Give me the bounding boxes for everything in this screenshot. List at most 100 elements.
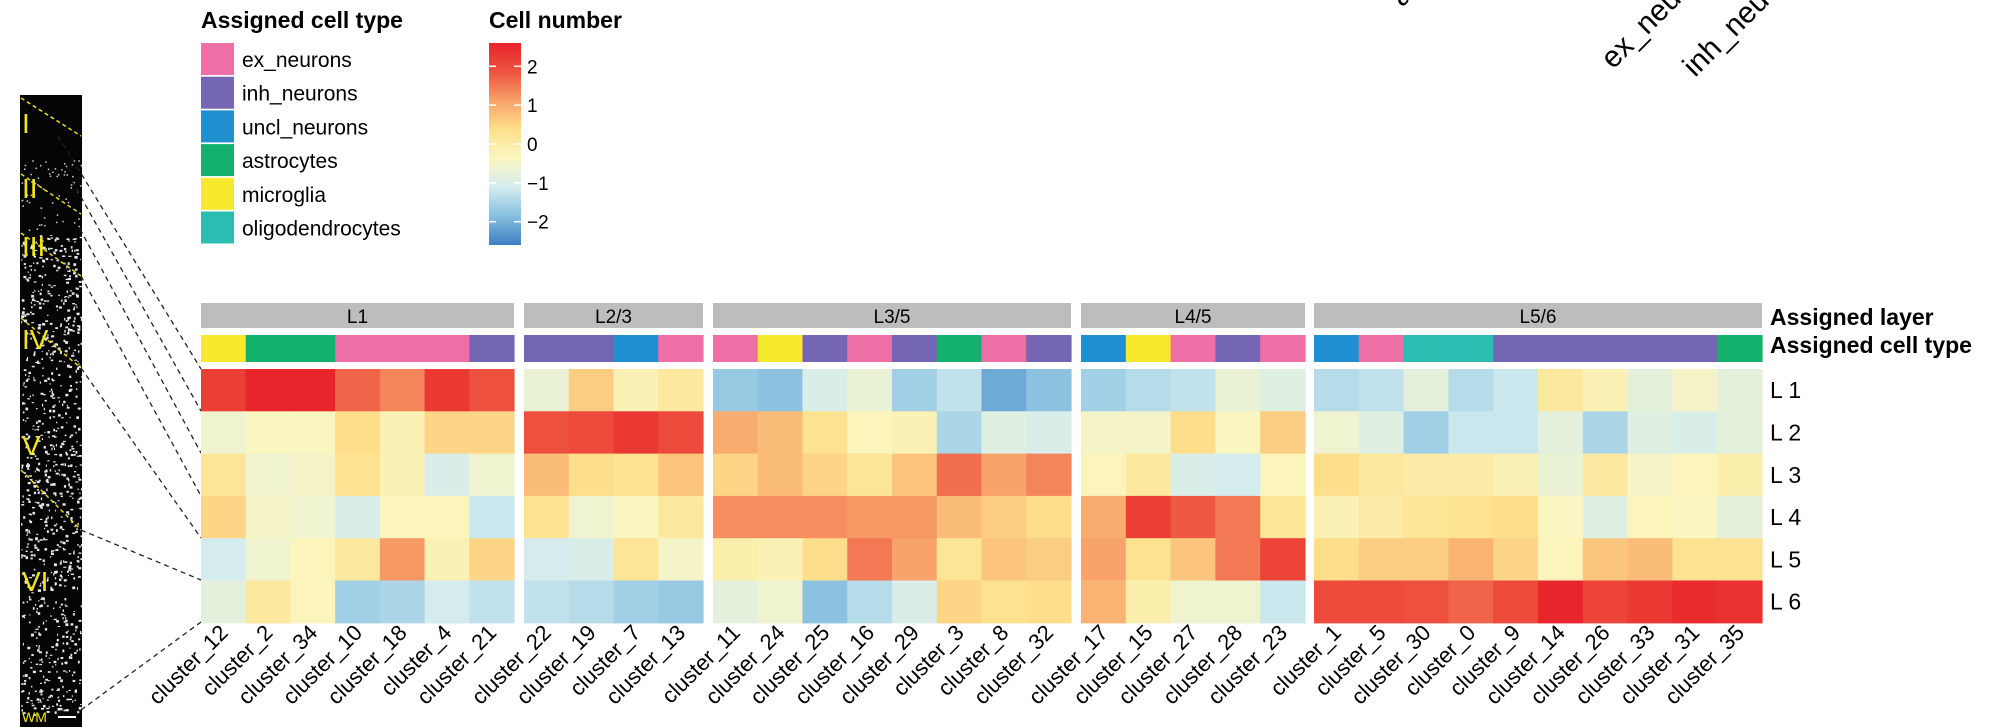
layer-strip-L4-5 (1081, 303, 1305, 328)
tissue-speck (77, 407, 81, 410)
tissue-speck (21, 556, 23, 559)
tissue-speck (63, 548, 66, 551)
tissue-speck (22, 661, 25, 664)
tissue-speck (57, 657, 59, 661)
tissue-speck (43, 407, 45, 411)
tissue-speck (50, 388, 53, 391)
tissue-speck (39, 585, 42, 587)
heat-cell (1358, 495, 1405, 539)
tissue-speck (51, 335, 55, 338)
tissue-speck (41, 351, 43, 353)
tissue-speck (60, 516, 63, 518)
tissue-speck (28, 537, 30, 541)
tissue-speck (29, 519, 31, 522)
tissue-speck (39, 539, 43, 541)
tissue-speck (73, 181, 75, 184)
tissue-speck (33, 484, 37, 488)
scale-tick-label: −1 (527, 174, 549, 195)
tissue-speck (78, 427, 81, 431)
tissue-speck (44, 548, 48, 551)
tissue-speck (31, 247, 34, 250)
layer-boundaries (20, 97, 82, 531)
tissue-speck (27, 543, 29, 546)
cell-type-annotation-cluster-22 (524, 335, 570, 362)
tissue-speck (49, 322, 53, 325)
tissue-speck (70, 636, 72, 639)
tissue-speck (41, 276, 44, 279)
tissue-speck (80, 630, 82, 634)
tissue-speck (28, 494, 31, 497)
tissue-speck (24, 674, 28, 677)
tissue-speck (77, 498, 80, 500)
tissue-speck (22, 614, 25, 617)
tissue-speck (59, 704, 62, 707)
tissue-speck (21, 312, 25, 315)
tissue-speck (31, 506, 35, 509)
tissue-speck (42, 621, 45, 625)
tissue-speck (59, 578, 62, 582)
tissue-speck (58, 374, 61, 376)
tissue-speck (55, 523, 58, 525)
tissue-speck (62, 695, 65, 697)
tissue-speck (62, 617, 64, 620)
tissue-speck (23, 263, 26, 266)
tissue-speck (72, 586, 76, 590)
tissue-speck (63, 274, 67, 277)
heat-cell (1672, 495, 1718, 539)
heat-cell (892, 538, 938, 582)
tissue-speck (27, 271, 29, 273)
tissue-speck (21, 182, 24, 184)
tissue-speck (66, 477, 69, 480)
top-rotated-label: inh_neu (1677, 0, 1776, 83)
tissue-speck (55, 549, 59, 552)
tissue-speck (22, 601, 25, 604)
tissue-speck (46, 707, 49, 710)
tissue-speck (34, 714, 37, 716)
heat-cell (1314, 580, 1360, 624)
tissue-speck (28, 498, 30, 501)
tissue-speck (78, 366, 81, 368)
tissue-speck (21, 549, 23, 551)
tissue-speck (48, 657, 51, 659)
tissue-speck (45, 464, 47, 467)
tissue-speck (60, 540, 62, 544)
heat-cell (245, 411, 292, 455)
tissue-speck (57, 696, 60, 699)
heat-cell (1081, 580, 1127, 624)
heat-cell (936, 538, 983, 582)
heat-cell (1260, 369, 1306, 412)
tissue-speck (23, 660, 27, 662)
heat-cell (379, 369, 426, 412)
tissue-speck (32, 481, 36, 484)
tissue-speck (24, 319, 28, 323)
tissue-speck (40, 224, 43, 226)
tissue-speck (80, 488, 83, 491)
heat-cell (245, 453, 292, 497)
tissue-speck (21, 320, 23, 324)
tissue-speck (46, 503, 50, 507)
cell-number-legend-title: Cell number (489, 7, 622, 33)
tissue-speck (67, 328, 71, 331)
heat-cell (847, 369, 893, 412)
tissue-speck (41, 492, 44, 495)
tissue-speck (53, 465, 55, 468)
tissue-speck (63, 247, 67, 251)
tissue-speck (70, 454, 74, 457)
legend-label-ex-neurons: ex_neurons (242, 49, 352, 72)
tissue-speck (22, 419, 25, 422)
tissue-speck (56, 689, 59, 691)
tissue-speck (67, 270, 70, 272)
tissue-speck (38, 646, 40, 649)
tissue-speck (40, 164, 42, 167)
tissue-speck (30, 586, 32, 590)
heat-cell (1538, 411, 1584, 455)
heat-cell (713, 580, 759, 624)
heat-cell (469, 453, 515, 497)
tissue-speck (29, 265, 32, 267)
tissue-speck (67, 330, 70, 333)
heat-cell (802, 580, 848, 624)
heat-cell (201, 495, 247, 539)
tissue-speck (69, 435, 72, 439)
tissue-speck (71, 640, 74, 643)
tissue-speck (33, 376, 35, 380)
